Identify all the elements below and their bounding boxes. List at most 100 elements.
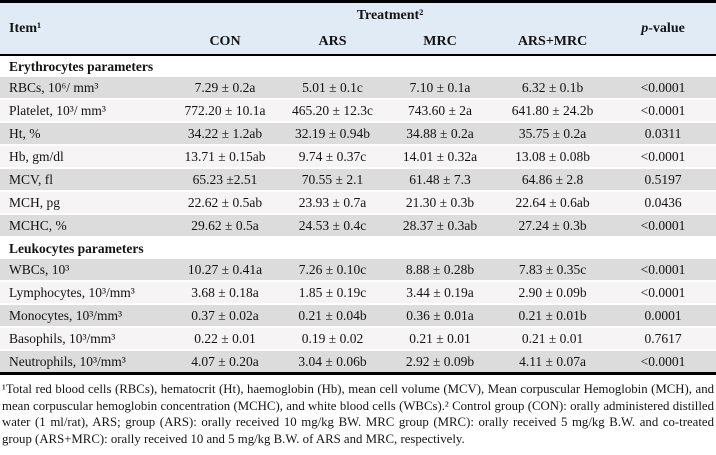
cell-mrc: 61.48 ± 7.3 xyxy=(385,168,495,192)
cell-mrc: 28.37 ± 0.3ab xyxy=(385,214,495,238)
cell-pvalue: 0.5197 xyxy=(610,168,716,192)
cell-ars: 465.20 ± 12.3c xyxy=(280,99,385,123)
cell-arsmrc: 0.21 ± 0.01b xyxy=(495,304,611,328)
cell-mrc: 21.30 ± 0.3b xyxy=(385,191,495,215)
table-header: Item¹ Treatment² p-value CON ARS MRC ARS… xyxy=(0,1,716,55)
cell-ars: 24.53 ± 0.4c xyxy=(280,214,385,238)
cell-mrc: 8.88 ± 0.28b xyxy=(385,259,495,282)
cell-arsmrc: 0.21 ± 0.01 xyxy=(495,327,611,351)
cell-con: 65.23 ±2.51 xyxy=(170,168,280,192)
table-row-platelet: Platelet, 10³/ mm³ 772.20 ± 10.1a 465.20… xyxy=(0,99,716,123)
cell-arsmrc: 2.90 ± 0.09b xyxy=(495,281,611,305)
cell-con: 772.20 ± 10.1a xyxy=(170,99,280,123)
cell-pvalue: <0.0001 xyxy=(610,214,716,238)
cell-con: 3.68 ± 0.18a xyxy=(170,281,280,305)
table-row-wbcs: WBCs, 10³ 10.27 ± 0.41a 7.26 ± 0.10c 8.8… xyxy=(0,259,716,282)
cell-ars: 0.19 ± 0.02 xyxy=(280,327,385,351)
table-row-lymphocytes: Lymphocytes, 10³/mm³ 3.68 ± 0.18a 1.85 ±… xyxy=(0,281,716,305)
row-label: Ht, % xyxy=(0,122,170,146)
row-label: Neutrophils, 10³/mm³ xyxy=(0,350,170,375)
table-row-mch: MCH, pg 22.62 ± 0.5ab 23.93 ± 0.7a 21.30… xyxy=(0,191,716,215)
cell-arsmrc: 6.32 ± 0.1b xyxy=(495,77,611,100)
cell-mrc: 0.36 ± 0.01a xyxy=(385,304,495,328)
cell-mrc: 7.10 ± 0.1a xyxy=(385,77,495,100)
cell-con: 7.29 ± 0.2a xyxy=(170,77,280,100)
table-row-ht: Ht, % 34.22 ± 1.2ab 32.19 ± 0.94b 34.88 … xyxy=(0,122,716,146)
cell-arsmrc: 7.83 ± 0.35c xyxy=(495,259,611,282)
table-row-monocytes: Monocytes, 10³/mm³ 0.37 ± 0.02a 0.21 ± 0… xyxy=(0,304,716,328)
cell-arsmrc: 22.64 ± 0.6ab xyxy=(495,191,611,215)
cell-mrc: 14.01 ± 0.32a xyxy=(385,145,495,169)
column-header-con: CON xyxy=(170,29,280,55)
column-header-arsmrc: ARS+MRC xyxy=(495,29,611,55)
section-title: Leukocytes parameters xyxy=(0,237,716,259)
cell-mrc: 2.92 ± 0.09b xyxy=(385,350,495,375)
pvalue-rest: -value xyxy=(648,20,685,36)
row-label: Platelet, 10³/ mm³ xyxy=(0,99,170,123)
cell-ars: 7.26 ± 0.10c xyxy=(280,259,385,282)
cell-ars: 23.93 ± 0.7a xyxy=(280,191,385,215)
cell-pvalue: 0.0436 xyxy=(610,191,716,215)
cell-pvalue: <0.0001 xyxy=(610,77,716,100)
cell-arsmrc: 4.11 ± 0.07a xyxy=(495,350,611,375)
cell-pvalue: <0.0001 xyxy=(610,259,716,282)
column-header-ars: ARS xyxy=(280,29,385,55)
cell-arsmrc: 641.80 ± 24.2b xyxy=(495,99,611,123)
cell-pvalue: <0.0001 xyxy=(610,281,716,305)
column-header-treatment: Treatment² xyxy=(170,1,611,29)
cell-pvalue: 0.0001 xyxy=(610,304,716,328)
cell-ars: 3.04 ± 0.06b xyxy=(280,350,385,375)
cell-con: 34.22 ± 1.2ab xyxy=(170,122,280,146)
column-header-item: Item¹ xyxy=(0,1,170,55)
cell-con: 29.62 ± 0.5a xyxy=(170,214,280,238)
cell-ars: 5.01 ± 0.1c xyxy=(280,77,385,100)
table-row-mchc: MCHC, % 29.62 ± 0.5a 24.53 ± 0.4c 28.37 … xyxy=(0,214,716,238)
column-header-mrc: MRC xyxy=(385,29,495,55)
table-row-hb: Hb, gm/dl 13.71 ± 0.15ab 9.74 ± 0.37c 14… xyxy=(0,145,716,169)
cell-arsmrc: 27.24 ± 0.3b xyxy=(495,214,611,238)
section-header-leukocytes: Leukocytes parameters xyxy=(0,237,716,259)
table-row-mcv: MCV, fl 65.23 ±2.51 70.55 ± 2.1 61.48 ± … xyxy=(0,168,716,192)
table-row-rbcs: RBCs, 10⁶/ mm³ 7.29 ± 0.2a 5.01 ± 0.1c 7… xyxy=(0,77,716,100)
cell-pvalue: <0.0001 xyxy=(610,350,716,375)
cell-mrc: 34.88 ± 0.2a xyxy=(385,122,495,146)
column-header-pvalue: p-value xyxy=(610,1,716,55)
cell-ars: 9.74 ± 0.37c xyxy=(280,145,385,169)
row-label: Basophils, 10³/mm³ xyxy=(0,327,170,351)
cell-pvalue: 0.0311 xyxy=(610,122,716,146)
cell-pvalue: <0.0001 xyxy=(610,99,716,123)
cell-ars: 70.55 ± 2.1 xyxy=(280,168,385,192)
table-row-neutrophils: Neutrophils, 10³/mm³ 4.07 ± 0.20a 3.04 ±… xyxy=(0,350,716,375)
cell-mrc: 0.21 ± 0.01 xyxy=(385,327,495,351)
row-label: Lymphocytes, 10³/mm³ xyxy=(0,281,170,305)
cell-pvalue: <0.0001 xyxy=(610,145,716,169)
pvalue-italic-p: p xyxy=(641,20,649,36)
table-body: Erythrocytes parameters RBCs, 10⁶/ mm³ 7… xyxy=(0,55,716,375)
cell-con: 22.62 ± 0.5ab xyxy=(170,191,280,215)
cell-ars: 1.85 ± 0.19c xyxy=(280,281,385,305)
cell-con: 13.71 ± 0.15ab xyxy=(170,145,280,169)
cell-ars: 32.19 ± 0.94b xyxy=(280,122,385,146)
cell-mrc: 3.44 ± 0.19a xyxy=(385,281,495,305)
cell-arsmrc: 13.08 ± 0.08b xyxy=(495,145,611,169)
section-title: Erythrocytes parameters xyxy=(0,55,716,77)
row-label: Monocytes, 10³/mm³ xyxy=(0,304,170,328)
table-row-basophils: Basophils, 10³/mm³ 0.22 ± 0.01 0.19 ± 0.… xyxy=(0,327,716,351)
row-label: MCH, pg xyxy=(0,191,170,215)
cell-ars: 0.21 ± 0.04b xyxy=(280,304,385,328)
cell-mrc: 743.60 ± 2a xyxy=(385,99,495,123)
table-footnote: ¹Total red blood cells (RBCs), hematocri… xyxy=(2,382,714,446)
cell-con: 0.22 ± 0.01 xyxy=(170,327,280,351)
row-label: MCHC, % xyxy=(0,214,170,238)
row-label: MCV, fl xyxy=(0,168,170,192)
cell-con: 0.37 ± 0.02a xyxy=(170,304,280,328)
cell-con: 4.07 ± 0.20a xyxy=(170,350,280,375)
cell-con: 10.27 ± 0.41a xyxy=(170,259,280,282)
cell-pvalue: 0.7617 xyxy=(610,327,716,351)
row-label: WBCs, 10³ xyxy=(0,259,170,282)
row-label: RBCs, 10⁶/ mm³ xyxy=(0,77,170,100)
cell-arsmrc: 64.86 ± 2.8 xyxy=(495,168,611,192)
treatment-results-table: Item¹ Treatment² p-value CON ARS MRC ARS… xyxy=(0,0,716,375)
section-header-erythrocytes: Erythrocytes parameters xyxy=(0,55,716,77)
